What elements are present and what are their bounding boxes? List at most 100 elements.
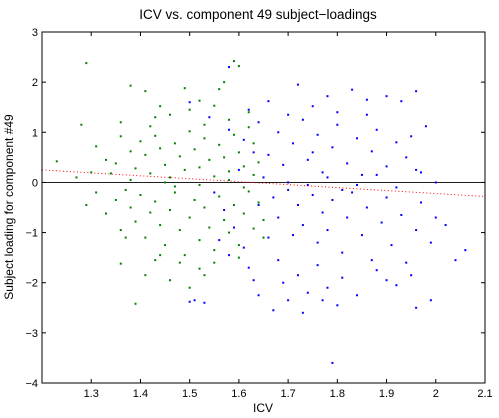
data-point	[400, 214, 403, 217]
data-point	[464, 249, 467, 252]
data-point	[149, 211, 152, 214]
data-point	[218, 195, 221, 198]
data-point	[242, 138, 245, 141]
data-point	[213, 104, 216, 107]
data-point	[139, 140, 142, 143]
data-point	[193, 148, 196, 151]
y-tick-label: 3	[32, 27, 38, 39]
data-point	[341, 251, 344, 254]
data-point	[144, 153, 147, 156]
data-point	[173, 191, 176, 194]
data-point	[228, 170, 231, 173]
data-point	[237, 65, 240, 68]
data-point	[188, 101, 191, 104]
data-point	[370, 150, 373, 153]
data-point	[301, 224, 304, 227]
y-tick-label: 1	[32, 127, 38, 139]
data-point	[336, 123, 339, 126]
data-point	[356, 183, 359, 186]
data-point	[144, 274, 147, 277]
data-point	[287, 188, 290, 191]
data-point	[154, 116, 157, 119]
data-point	[168, 176, 171, 179]
data-point	[119, 262, 122, 265]
data-point	[252, 142, 255, 145]
data-point	[223, 156, 226, 159]
data-point	[247, 111, 250, 114]
data-point	[420, 201, 423, 204]
data-point	[208, 158, 211, 161]
trend-line-group	[41, 169, 486, 197]
data-point	[188, 108, 191, 111]
data-point	[228, 254, 231, 257]
data-point	[375, 128, 378, 131]
data-point	[306, 183, 309, 186]
data-point	[95, 191, 98, 194]
data-point	[424, 125, 427, 128]
x-tick-label: 1.8	[330, 388, 345, 400]
data-point	[203, 301, 206, 304]
data-point	[124, 236, 127, 239]
point-series-1	[55, 60, 265, 305]
data-point	[395, 284, 398, 287]
data-point	[159, 105, 162, 108]
data-point	[183, 168, 186, 171]
data-point	[252, 227, 255, 230]
data-point	[232, 203, 235, 206]
data-point	[390, 244, 393, 247]
data-point	[262, 176, 265, 179]
data-point	[415, 168, 418, 171]
data-point	[213, 249, 216, 252]
data-point	[385, 279, 388, 282]
data-point	[237, 151, 240, 154]
data-point	[85, 203, 88, 206]
x-tick-label: 2.1	[477, 388, 492, 400]
data-point	[104, 212, 107, 215]
data-point	[257, 121, 260, 124]
data-point	[168, 279, 171, 282]
data-point	[316, 133, 319, 136]
data-point	[267, 100, 270, 103]
data-point	[434, 216, 437, 219]
y-axis-ticks: −4 −3 −2 −1 0 1 2 3	[25, 27, 485, 390]
data-point	[252, 279, 255, 282]
data-point	[257, 294, 260, 297]
x-tick-label: 1.6	[231, 388, 246, 400]
data-point	[257, 201, 260, 204]
data-point	[375, 269, 378, 272]
data-point	[301, 311, 304, 314]
data-point	[247, 266, 250, 269]
data-point	[346, 216, 349, 219]
y-tick-label: 0	[32, 177, 38, 189]
data-point	[213, 175, 216, 178]
data-point	[80, 123, 83, 126]
data-point	[336, 304, 339, 307]
data-point	[301, 118, 304, 121]
data-point	[193, 198, 196, 201]
data-point	[129, 84, 132, 87]
data-point	[164, 181, 167, 184]
plot-area	[41, 31, 486, 384]
data-point	[139, 193, 142, 196]
data-point	[429, 299, 432, 302]
data-point	[282, 281, 285, 284]
data-point	[267, 153, 270, 156]
data-point	[213, 261, 216, 264]
data-point	[336, 111, 339, 114]
data-point	[252, 173, 255, 176]
data-point	[311, 151, 314, 154]
data-point	[193, 299, 196, 302]
data-point	[380, 221, 383, 224]
data-point	[237, 168, 240, 171]
data-point	[351, 191, 354, 194]
point-series-2	[188, 66, 467, 364]
data-point	[277, 131, 280, 134]
data-point	[119, 121, 122, 124]
data-point	[316, 241, 319, 244]
data-point	[321, 211, 324, 214]
data-point	[129, 150, 132, 153]
x-tick-label: 1.9	[379, 388, 394, 400]
chart-title: ICV vs. component 49 subject−loadings	[139, 7, 377, 22]
data-point	[262, 236, 265, 239]
